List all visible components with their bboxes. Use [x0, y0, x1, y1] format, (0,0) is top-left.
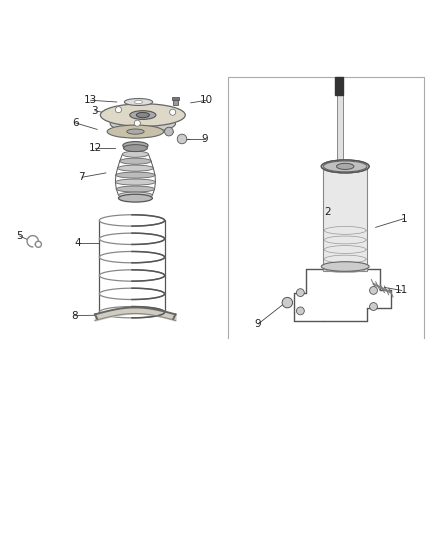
Circle shape	[297, 289, 304, 296]
Text: 9: 9	[255, 319, 261, 329]
Text: 9: 9	[202, 134, 208, 144]
Text: 12: 12	[88, 143, 102, 152]
Ellipse shape	[134, 100, 142, 104]
Ellipse shape	[321, 262, 369, 271]
Circle shape	[297, 307, 304, 315]
Ellipse shape	[127, 129, 144, 134]
Text: 2: 2	[325, 207, 331, 217]
Ellipse shape	[124, 99, 152, 106]
Text: 3: 3	[92, 106, 98, 116]
Ellipse shape	[116, 186, 155, 192]
Bar	[336, 94, 343, 166]
Circle shape	[282, 297, 293, 308]
Bar	[173, 98, 178, 106]
Text: 4: 4	[74, 238, 81, 247]
Bar	[172, 97, 179, 100]
Ellipse shape	[321, 160, 369, 173]
Text: 8: 8	[71, 311, 78, 321]
Ellipse shape	[117, 165, 153, 171]
Bar	[335, 77, 343, 94]
Ellipse shape	[124, 144, 148, 151]
Text: 1: 1	[401, 214, 407, 224]
Ellipse shape	[107, 125, 164, 138]
Ellipse shape	[130, 111, 156, 119]
Ellipse shape	[116, 179, 155, 185]
Circle shape	[165, 127, 173, 136]
Text: 6: 6	[72, 118, 79, 128]
Circle shape	[177, 134, 187, 144]
Circle shape	[370, 303, 378, 310]
Ellipse shape	[116, 172, 155, 178]
Ellipse shape	[118, 192, 152, 198]
Ellipse shape	[110, 116, 176, 132]
Text: 11: 11	[395, 286, 408, 295]
Ellipse shape	[123, 142, 148, 149]
Ellipse shape	[136, 112, 149, 118]
Ellipse shape	[118, 194, 152, 202]
Circle shape	[170, 109, 176, 115]
Ellipse shape	[120, 158, 151, 164]
Text: 5: 5	[16, 231, 23, 241]
Text: 10: 10	[200, 95, 213, 105]
Bar	[323, 166, 367, 271]
Text: 13: 13	[84, 95, 97, 105]
Ellipse shape	[336, 163, 354, 169]
Ellipse shape	[100, 104, 185, 126]
Circle shape	[370, 287, 378, 294]
Text: 7: 7	[78, 172, 85, 182]
Ellipse shape	[323, 161, 367, 172]
Circle shape	[116, 107, 121, 113]
Ellipse shape	[122, 151, 148, 157]
Circle shape	[134, 120, 140, 126]
